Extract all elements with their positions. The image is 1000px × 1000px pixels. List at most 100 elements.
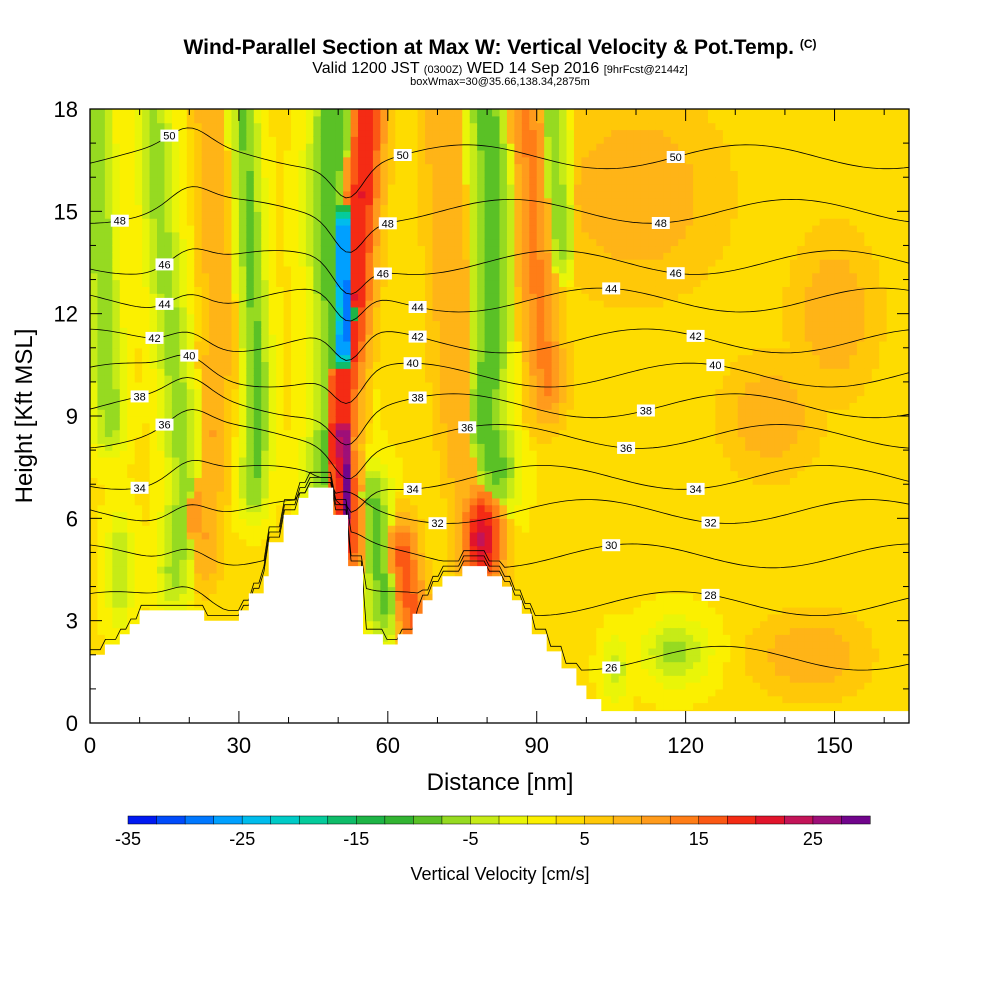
- velocity-cell: [194, 463, 203, 472]
- velocity-cell: [164, 170, 173, 178]
- velocity-cell: [358, 361, 367, 369]
- velocity-cell: [149, 511, 158, 519]
- velocity-cell: [387, 109, 396, 117]
- velocity-cell: [380, 115, 389, 124]
- velocity-cell: [134, 607, 143, 615]
- velocity-cell: [104, 409, 113, 417]
- velocity-cell: [142, 143, 151, 151]
- velocity-cell: [112, 531, 121, 540]
- velocity-cell: [447, 402, 456, 410]
- velocity-cell: [179, 313, 188, 322]
- velocity-cell: [171, 504, 180, 513]
- velocity-cell: [246, 375, 255, 383]
- velocity-cell: [201, 197, 210, 206]
- velocity-cell: [358, 115, 367, 124]
- velocity-cell: [90, 224, 99, 233]
- velocity-cell: [253, 545, 262, 554]
- velocity-cell: [194, 409, 203, 417]
- velocity-cell: [246, 170, 255, 178]
- velocity-cell: [224, 156, 233, 165]
- velocity-cell: [328, 354, 337, 363]
- velocity-cell: [246, 313, 255, 322]
- velocity-cell: [462, 334, 471, 342]
- velocity-cell: [231, 149, 240, 158]
- velocity-cell: [298, 327, 307, 335]
- velocity-cell: [469, 361, 478, 369]
- velocity-cell: [477, 334, 486, 342]
- velocity-cell: [484, 443, 493, 451]
- velocity-cell: [328, 409, 337, 417]
- velocity-cell: [104, 122, 113, 131]
- velocity-cell: [313, 122, 322, 131]
- velocity-cell: [432, 429, 441, 438]
- velocity-cell: [157, 170, 166, 178]
- velocity-cell: [313, 327, 322, 335]
- velocity-cell: [90, 497, 99, 506]
- velocity-cell: [350, 149, 359, 158]
- velocity-cell: [298, 184, 307, 192]
- velocity-cell: [469, 381, 478, 390]
- velocity-cell: [179, 211, 188, 219]
- velocity-cell: [119, 313, 128, 322]
- velocity-cell: [142, 170, 151, 178]
- velocity-cell: [365, 613, 374, 622]
- velocity-cell: [179, 109, 188, 117]
- velocity-cell: [365, 429, 374, 438]
- velocity-cell: [454, 143, 463, 151]
- velocity-cell: [283, 136, 292, 144]
- velocity-cell: [410, 579, 419, 588]
- velocity-cell: [209, 436, 218, 444]
- velocity-cell: [224, 204, 233, 212]
- velocity-cell: [231, 368, 240, 376]
- velocity-cell: [186, 443, 195, 451]
- velocity-cell: [90, 429, 99, 438]
- velocity-cell: [395, 443, 404, 451]
- velocity-cell: [469, 456, 478, 465]
- velocity-cell: [186, 279, 195, 287]
- velocity-cell: [469, 388, 478, 397]
- velocity-cell: [492, 300, 501, 308]
- velocity-cell: [380, 497, 389, 506]
- velocity-cell: [447, 450, 456, 458]
- velocity-cell: [320, 395, 329, 403]
- velocity-cell: [372, 170, 381, 178]
- velocity-cell: [238, 149, 247, 158]
- velocity-cell: [171, 463, 180, 472]
- subtitle-utc: (0300Z): [423, 64, 463, 76]
- velocity-cell: [104, 129, 113, 137]
- velocity-cell: [365, 347, 374, 356]
- velocity-cell: [372, 381, 381, 390]
- velocity-cell: [134, 109, 143, 117]
- velocity-cell: [372, 613, 381, 622]
- velocity-cell: [171, 286, 180, 294]
- velocity-cell: [119, 340, 128, 349]
- velocity-cell: [477, 163, 486, 171]
- velocity-cell: [417, 450, 426, 458]
- velocity-cell: [432, 334, 441, 342]
- velocity-cell: [387, 552, 396, 560]
- velocity-cell: [149, 279, 158, 287]
- velocity-cell: [238, 286, 247, 294]
- velocity-cell: [246, 579, 255, 588]
- velocity-cell: [90, 422, 99, 431]
- velocity-cell: [425, 388, 434, 397]
- velocity-cell: [149, 422, 158, 431]
- velocity-cell: [112, 361, 121, 369]
- velocity-cell: [387, 122, 396, 131]
- velocity-cell: [127, 320, 136, 328]
- velocity-cell: [298, 197, 307, 206]
- velocity-cell: [268, 115, 277, 124]
- velocity-cell: [492, 531, 501, 540]
- velocity-cell: [149, 477, 158, 485]
- velocity-cell: [112, 511, 121, 519]
- velocity-cell: [119, 402, 128, 410]
- velocity-cell: [164, 381, 173, 390]
- velocity-cell: [231, 436, 240, 444]
- velocity-cell: [201, 443, 210, 451]
- velocity-cell: [313, 293, 322, 301]
- velocity-cell: [305, 109, 314, 117]
- velocity-cell: [350, 340, 359, 349]
- velocity-cell: [328, 252, 337, 260]
- velocity-cell: [97, 136, 106, 144]
- velocity-cell: [261, 443, 270, 451]
